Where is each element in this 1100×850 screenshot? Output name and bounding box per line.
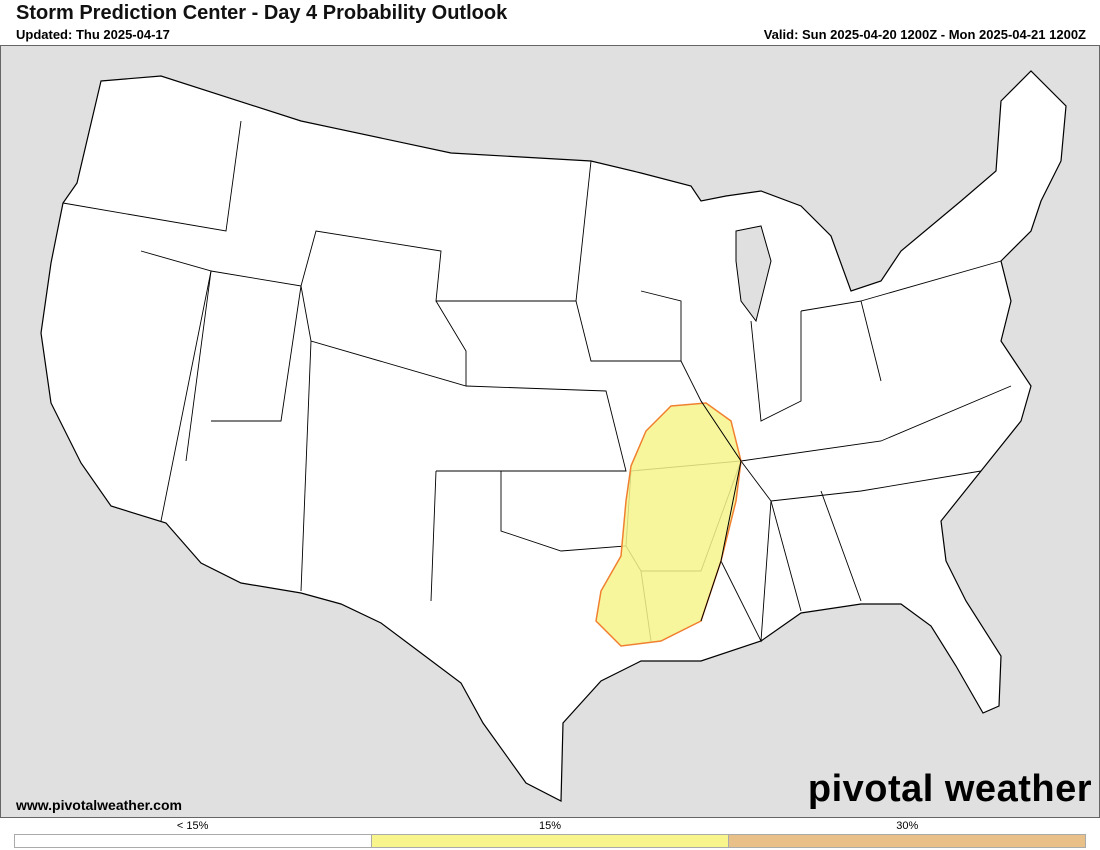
page-title: Storm Prediction Center - Day 4 Probabil…	[16, 2, 508, 24]
mississippi-river-border	[700, 400, 742, 622]
valid-period: Valid: Sun 2025-04-20 1200Z - Mon 2025-0…	[763, 27, 1086, 42]
map-panel[interactable]	[0, 45, 1100, 818]
legend-label-lt15: < 15%	[176, 820, 209, 832]
legend-labels: < 15% 15% 30%	[14, 820, 1086, 832]
legend-swatch-lt15	[15, 835, 372, 847]
us-map	[40, 70, 1067, 802]
outlook-area-15-percent[interactable]	[595, 402, 742, 647]
lake-michigan	[735, 225, 772, 323]
legend-label-15: 15%	[538, 820, 561, 832]
updated-date: Updated: Thu 2025-04-17	[16, 27, 170, 42]
legend-swatch-30	[729, 835, 1085, 847]
website-url[interactable]: www.pivotalweather.com	[16, 797, 182, 813]
us-land	[40, 70, 1067, 802]
legend-bar	[14, 834, 1086, 848]
legend-label-30: 30%	[896, 820, 919, 832]
legend-swatch-15	[372, 835, 729, 847]
pivotal-weather-logo: pivotal weather	[807, 768, 1092, 810]
